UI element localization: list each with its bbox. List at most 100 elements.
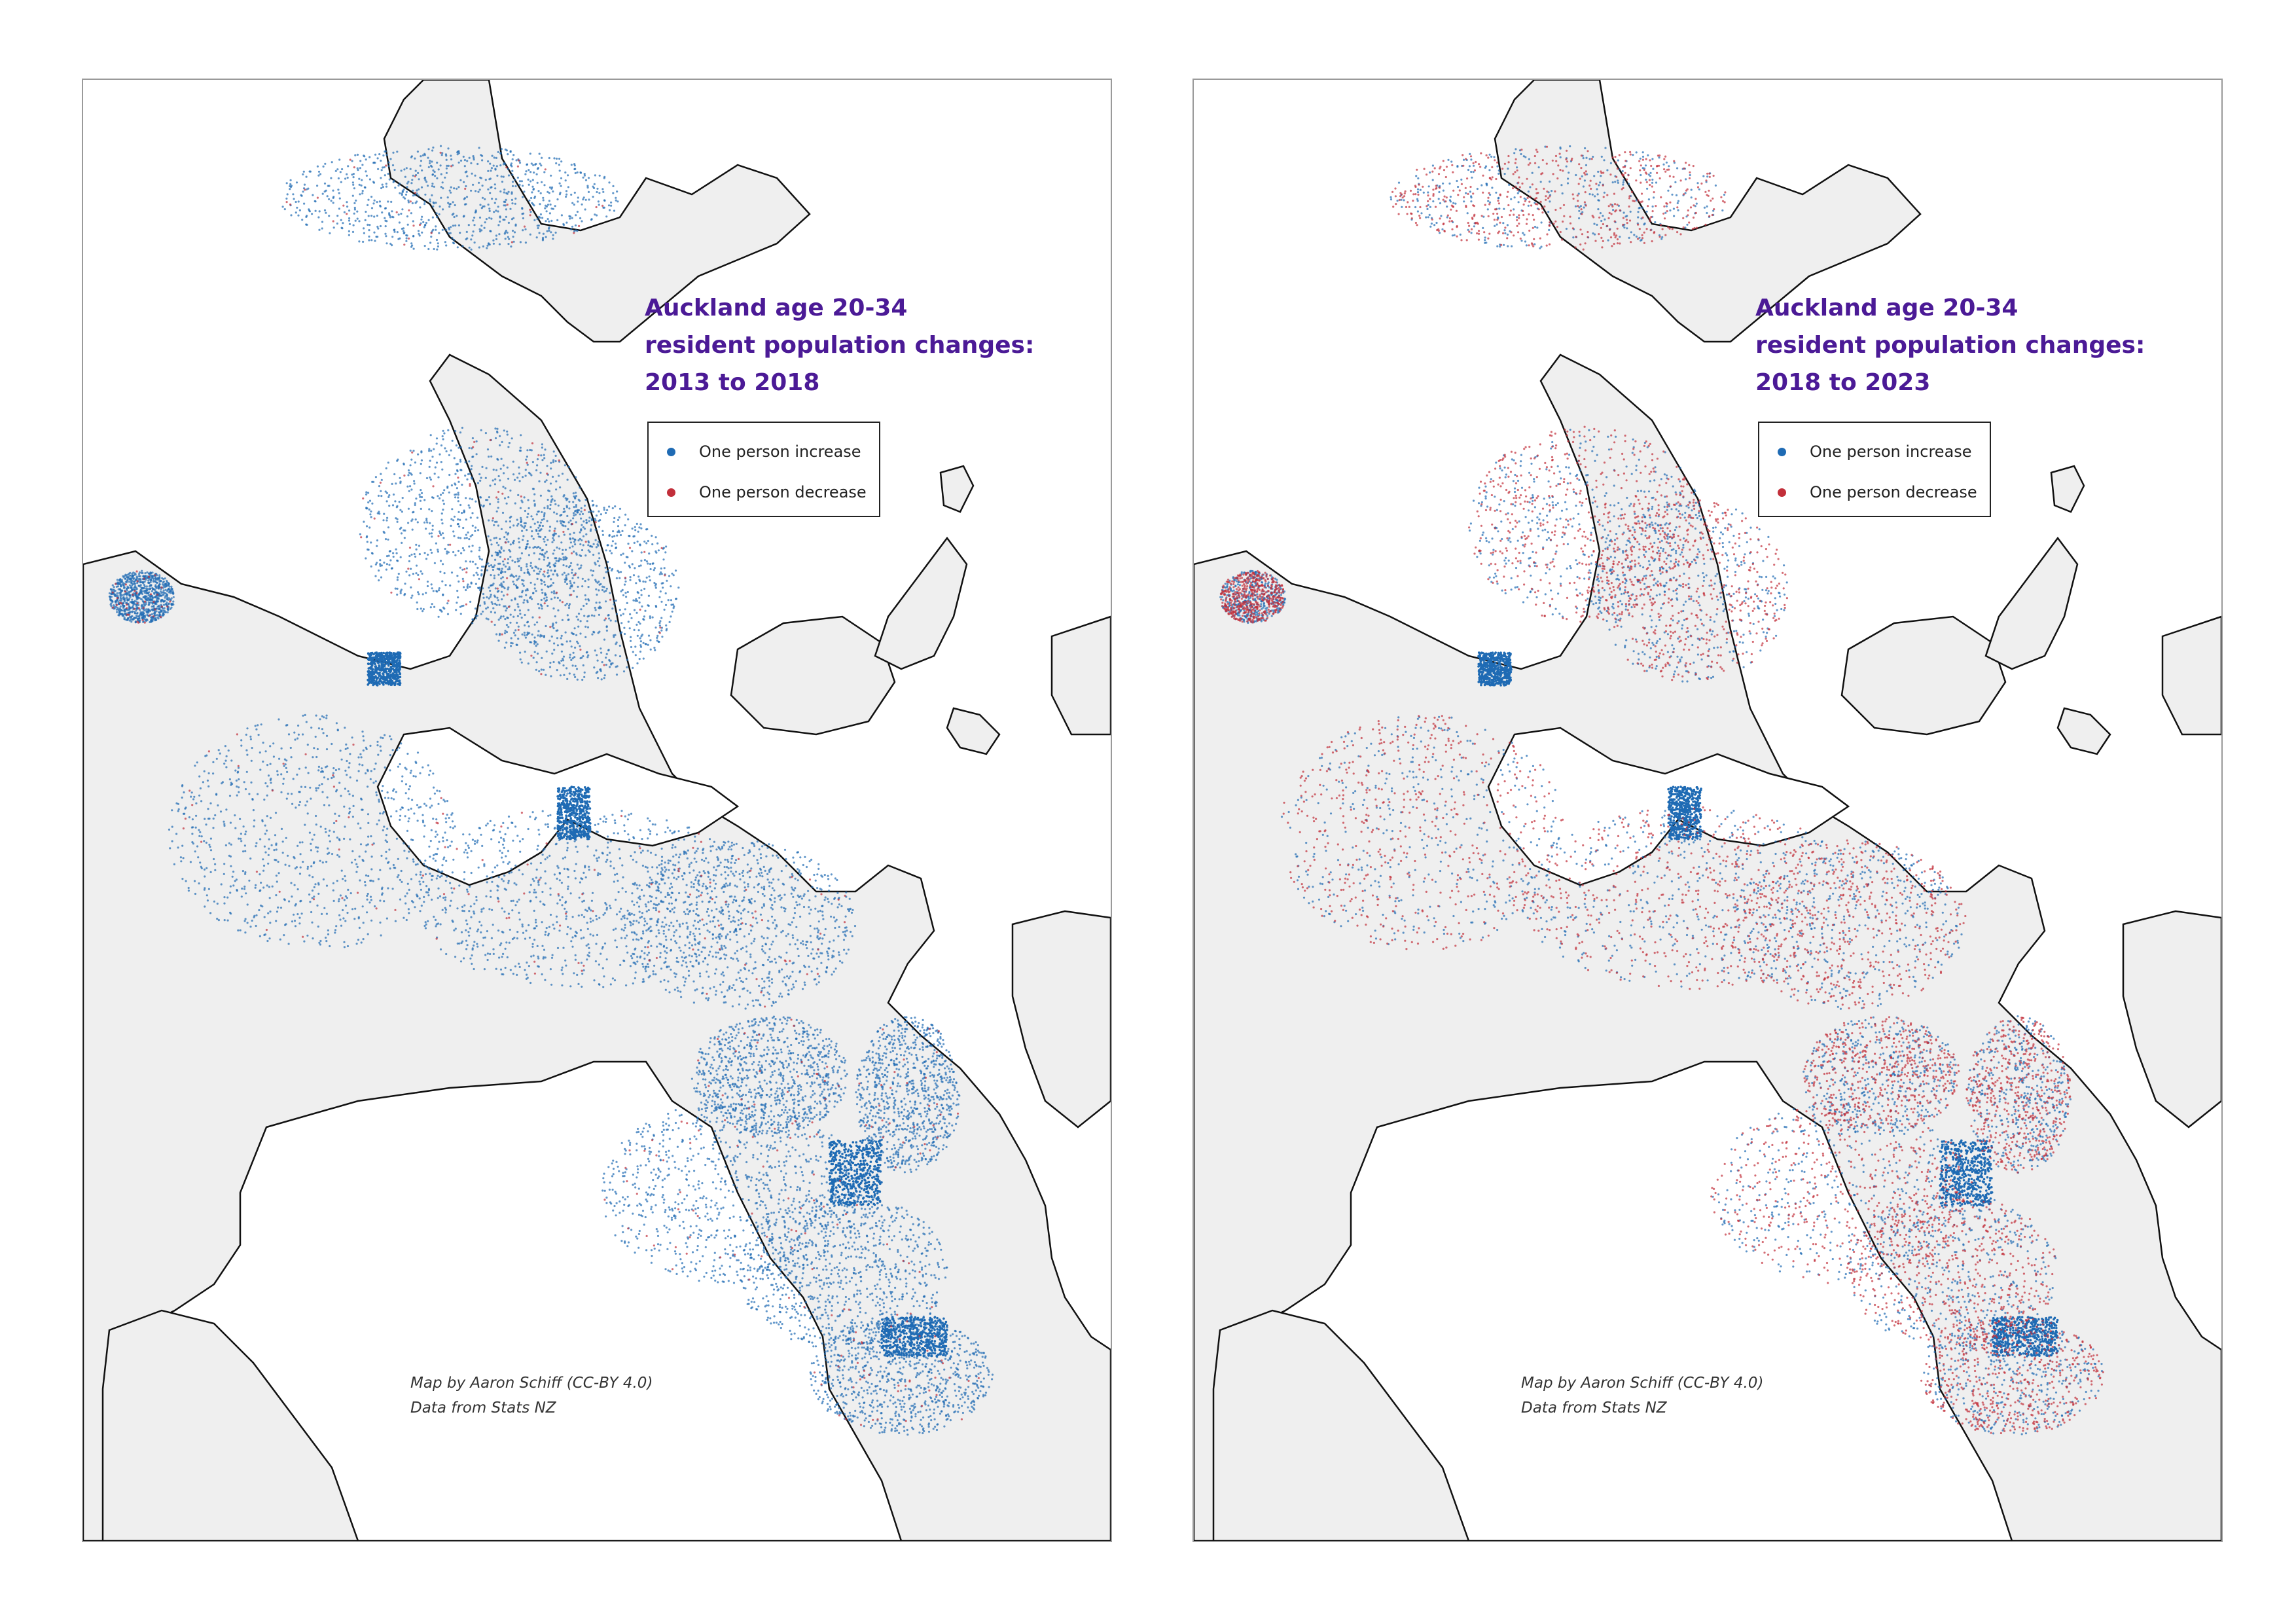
- increase-dot: [505, 198, 507, 201]
- increase-dot: [303, 202, 306, 205]
- increase-dot: [290, 756, 293, 759]
- increase-dot: [420, 905, 423, 907]
- increase-dot: [490, 170, 492, 172]
- increase-dot: [402, 230, 404, 232]
- increase-dot: [573, 541, 576, 543]
- increase-dot: [511, 198, 514, 201]
- increase-dot: [355, 943, 358, 945]
- increase-dot: [377, 494, 380, 497]
- increase-dot: [573, 656, 576, 659]
- increase-dot: [747, 899, 750, 901]
- increase-dot: [530, 515, 533, 518]
- increase-dot: [598, 557, 601, 560]
- increase-dot: [520, 449, 522, 452]
- increase-dot: [518, 911, 520, 914]
- increase-dot: [510, 637, 512, 640]
- increase-dot: [726, 866, 728, 869]
- increase-dot: [340, 924, 343, 927]
- increase-dot: [548, 562, 551, 564]
- increase-dot: [401, 541, 403, 545]
- increase-dot: [566, 933, 569, 935]
- increase-dot: [389, 735, 391, 738]
- increase-dot: [834, 877, 836, 880]
- increase-dot: [423, 203, 426, 206]
- increase-dot: [396, 460, 399, 462]
- increase-dot: [766, 846, 769, 849]
- increase-dot: [636, 634, 639, 637]
- increase-dot: [463, 181, 465, 183]
- increase-dot: [564, 464, 566, 467]
- increase-dot: [774, 901, 776, 903]
- increase-dot: [524, 613, 526, 617]
- increase-dot: [344, 727, 346, 729]
- increase-dot: [439, 876, 442, 878]
- increase-dot: [751, 1000, 754, 1002]
- increase-dot: [526, 164, 528, 166]
- increase-dot: [434, 466, 437, 469]
- increase-dot: [361, 190, 364, 192]
- increase-dot: [505, 520, 508, 523]
- increase-dot: [454, 956, 457, 958]
- increase-dot: [743, 908, 746, 911]
- increase-dot: [565, 506, 569, 509]
- increase-dot: [613, 867, 615, 870]
- increase-dot: [344, 769, 347, 772]
- increase-dot: [706, 929, 709, 932]
- increase-dot: [289, 185, 291, 188]
- increase-dot: [319, 825, 322, 828]
- increase-dot: [389, 158, 392, 160]
- increase-dot: [423, 824, 426, 827]
- increase-dot: [560, 659, 563, 662]
- increase-dot: [514, 864, 517, 867]
- increase-dot: [384, 174, 386, 177]
- increase-dot: [429, 840, 432, 842]
- increase-dot: [505, 215, 508, 218]
- increase-dot: [591, 633, 594, 636]
- increase-dot: [405, 167, 408, 170]
- increase-dot: [570, 940, 573, 943]
- increase-dot: [757, 862, 759, 865]
- increase-dot: [504, 630, 507, 632]
- increase-dot: [673, 931, 676, 933]
- increase-dot: [360, 797, 363, 800]
- increase-dot: [228, 795, 232, 797]
- increase-dot: [559, 599, 562, 602]
- increase-dot: [317, 769, 320, 772]
- increase-dot: [564, 901, 567, 904]
- increase-dot: [582, 655, 584, 658]
- increase-dot: [556, 669, 558, 672]
- increase-dot: [190, 791, 193, 794]
- increase-dot: [723, 844, 725, 846]
- increase-dot: [230, 865, 232, 867]
- increase-dot: [498, 243, 501, 245]
- increase-dot: [372, 480, 375, 483]
- increase-dot: [550, 187, 553, 190]
- increase-dot: [306, 934, 309, 937]
- increase-dot: [575, 668, 579, 670]
- increase-dot: [497, 224, 500, 226]
- increase-dot: [645, 965, 647, 968]
- increase-dot: [787, 989, 790, 992]
- increase-dot: [689, 933, 692, 936]
- increase-dot: [478, 216, 482, 219]
- increase-dot: [557, 504, 560, 507]
- increase-dot: [564, 581, 567, 583]
- increase-dot: [555, 557, 558, 560]
- increase-dot: [572, 651, 575, 654]
- increase-dot: [380, 490, 382, 492]
- increase-dot: [538, 524, 541, 527]
- increase-dot: [409, 449, 412, 452]
- increase-dot: [810, 970, 813, 973]
- increase-dot: [672, 934, 675, 937]
- increase-dot: [520, 520, 522, 524]
- increase-dot: [671, 846, 673, 849]
- increase-dot: [251, 747, 253, 749]
- increase-dot: [505, 538, 508, 541]
- increase-dot: [335, 790, 338, 793]
- increase-dot: [702, 885, 704, 888]
- increase-dot: [407, 474, 410, 477]
- increase-dot: [571, 916, 574, 918]
- increase-dot: [356, 217, 359, 220]
- increase-dot: [305, 223, 308, 226]
- increase-dot: [583, 196, 585, 199]
